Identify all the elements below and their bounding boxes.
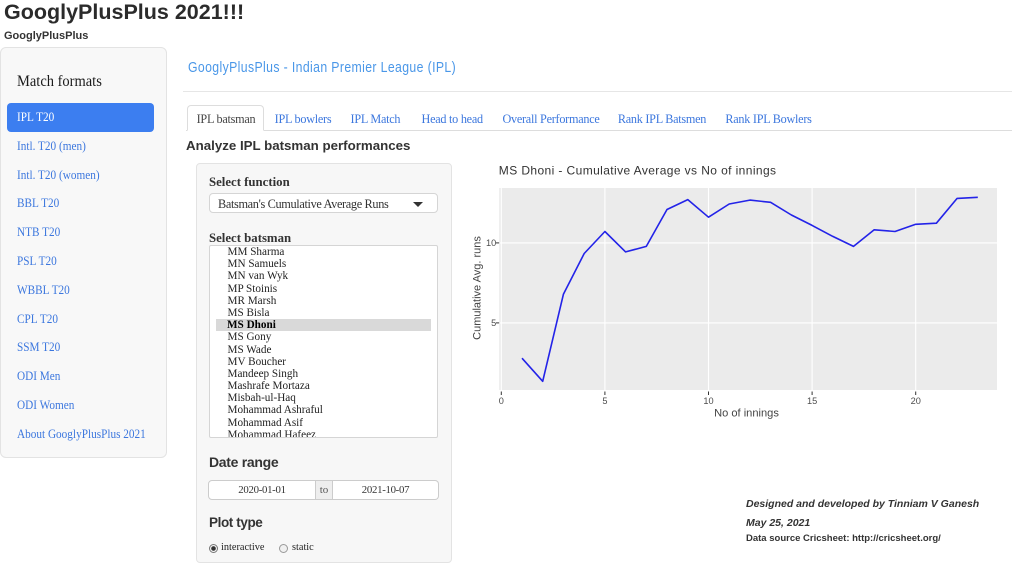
svg-text:10: 10: [486, 238, 496, 248]
svg-text:MS Dhoni - Cumulative Average: MS Dhoni - Cumulative Average vs No of i…: [499, 163, 777, 177]
svg-text:10: 10: [703, 396, 713, 406]
svg-text:20: 20: [911, 396, 921, 406]
svg-text:0: 0: [499, 396, 504, 406]
svg-text:5: 5: [491, 318, 496, 328]
svg-text:Cumulative Avg. runs: Cumulative Avg. runs: [471, 236, 483, 340]
svg-text:15: 15: [807, 396, 817, 406]
svg-text:No of innings: No of innings: [714, 408, 779, 420]
svg-text:5: 5: [602, 396, 607, 406]
